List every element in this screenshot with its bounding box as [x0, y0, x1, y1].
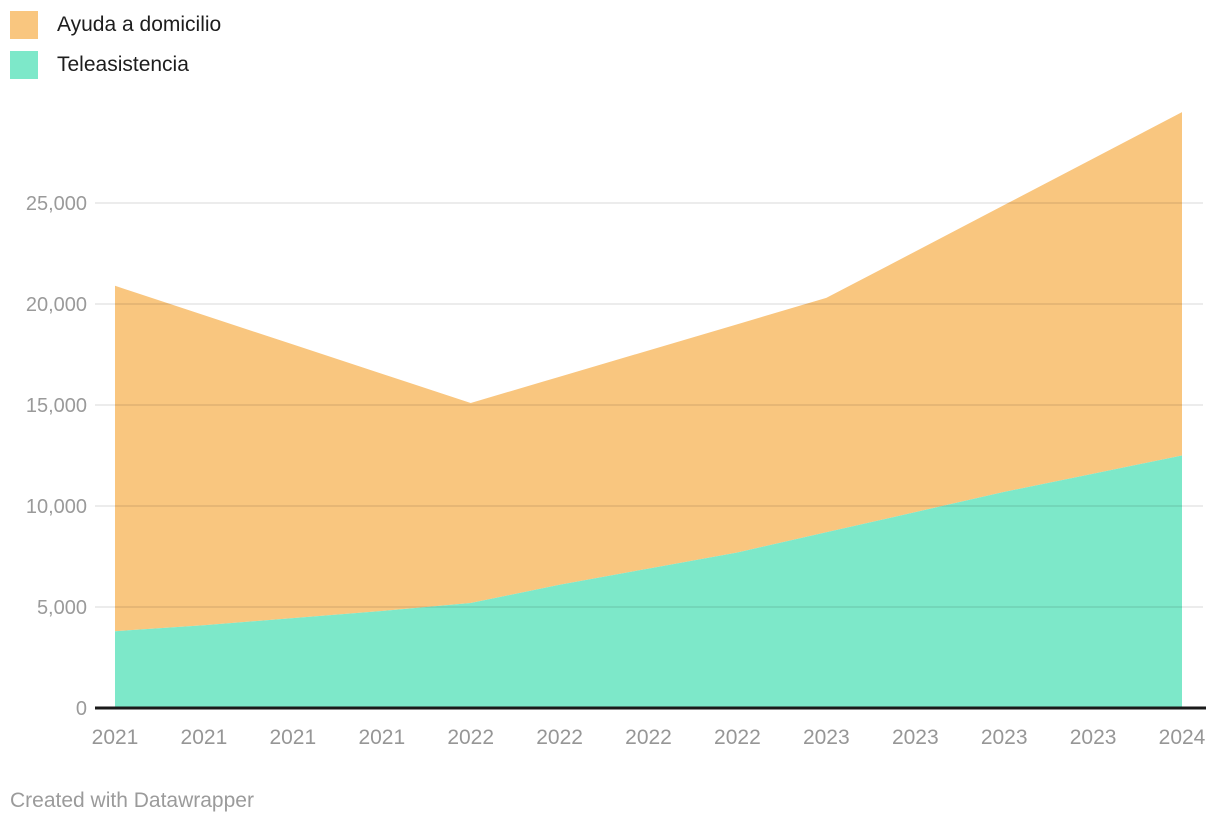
- y-axis-label: 25,000: [26, 193, 87, 215]
- x-axis-label: 2022: [536, 726, 583, 749]
- y-axis-label: 20,000: [26, 294, 87, 316]
- y-axis-label: 10,000: [26, 496, 87, 518]
- legend-label-teleasistencia: Teleasistencia: [57, 53, 189, 76]
- x-axis-label: 2021: [358, 726, 405, 749]
- x-axis-label: 2022: [447, 726, 494, 749]
- x-axis-label: 2022: [625, 726, 672, 749]
- y-axis-label: 5,000: [37, 597, 87, 619]
- legend: Ayuda a domicilio Teleasistencia: [10, 11, 221, 79]
- legend-item-ayuda-a-domicilio: Ayuda a domicilio: [10, 11, 221, 39]
- x-axis-label: 2024: [1159, 726, 1206, 749]
- x-axis-label: 2022: [714, 726, 761, 749]
- legend-label-ayuda: Ayuda a domicilio: [57, 13, 222, 36]
- x-axis-label: 2023: [981, 726, 1028, 749]
- x-axis-label: 2021: [92, 726, 139, 749]
- area-ayuda-a-domicilio: [115, 112, 1182, 632]
- y-axis-label: 0: [76, 698, 87, 720]
- x-axis-label: 2021: [181, 726, 228, 749]
- area-teleasistencia: [115, 455, 1182, 708]
- x-axis-label: 2023: [1070, 726, 1117, 749]
- x-axis-label: 2023: [803, 726, 850, 749]
- legend-swatch-ayuda-icon: [10, 11, 38, 39]
- legend-swatch-teleasistencia-icon: [10, 51, 38, 79]
- x-axis-label: 2021: [269, 726, 316, 749]
- x-axis-label: 2023: [892, 726, 939, 749]
- legend-item-teleasistencia: Teleasistencia: [10, 51, 221, 79]
- attribution-footer: Created with Datawrapper: [10, 789, 254, 812]
- y-axis-label: 15,000: [26, 395, 87, 417]
